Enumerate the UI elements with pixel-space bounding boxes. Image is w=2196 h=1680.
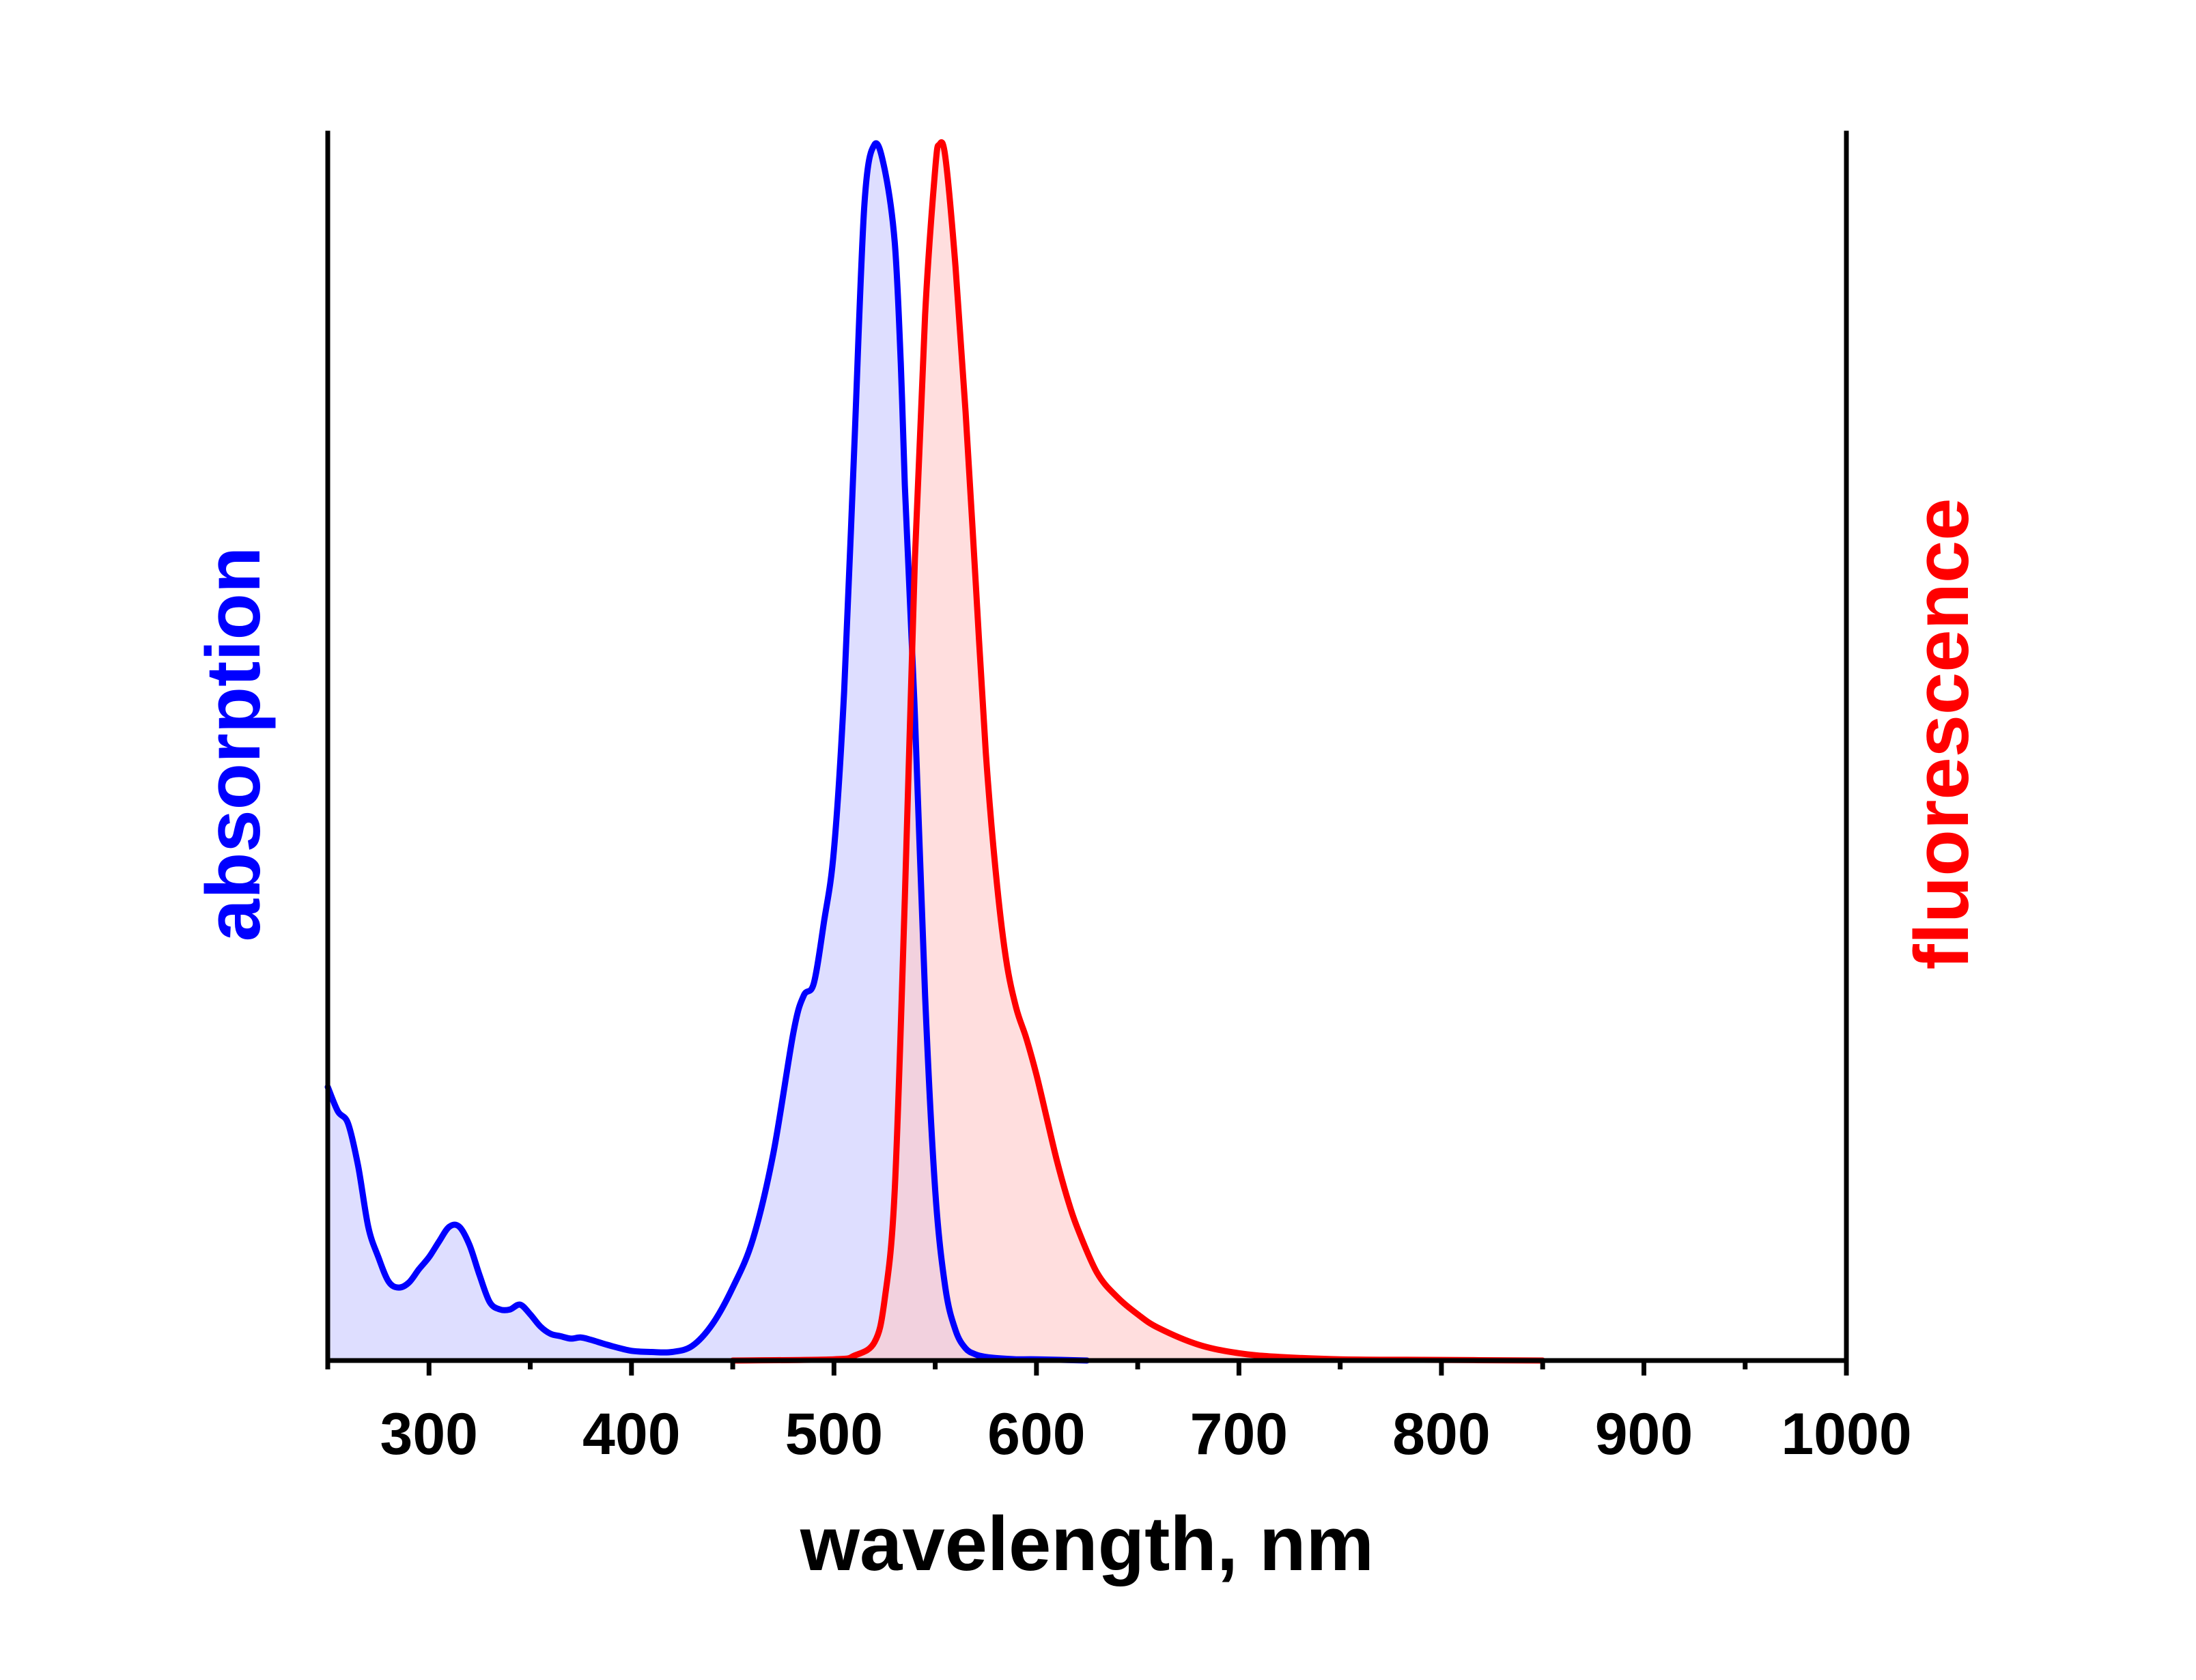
x-tick-label: 300 (380, 1401, 479, 1467)
x-tick-label: 600 (987, 1401, 1086, 1467)
x-axis-tick-labels: 300 400 500 600 700 800 900 1000 (380, 1401, 1912, 1467)
x-axis-title: wavelength, nm (800, 1501, 1374, 1586)
x-tick-label: 800 (1392, 1401, 1491, 1467)
left-axis-title-absorption: absorption (191, 547, 276, 942)
x-tick-label: 1000 (1781, 1401, 1911, 1467)
x-tick-label: 700 (1190, 1401, 1289, 1467)
series-lines (324, 139, 1546, 1364)
axes (325, 130, 1849, 1363)
series-fill-fluorescence (733, 142, 1543, 1361)
right-axis-title-fluorescence: fluorescence (1899, 498, 1984, 970)
series-line-absorption (324, 140, 1090, 1364)
x-axis-ticks (325, 1361, 1849, 1376)
x-tick-label: 500 (785, 1401, 884, 1467)
x-tick-label: 900 (1595, 1401, 1693, 1467)
series-line-fluorescence (729, 139, 1546, 1364)
x-tick-label: 400 (582, 1401, 681, 1467)
